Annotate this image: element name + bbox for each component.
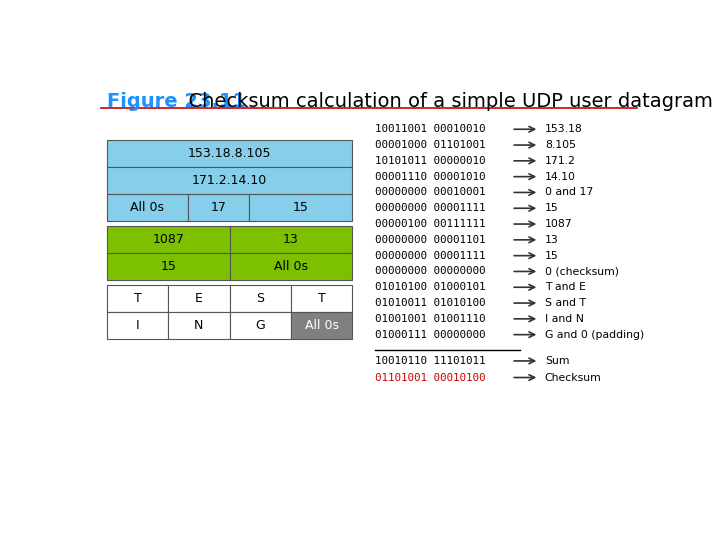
Bar (107, 226, 230, 253)
Text: All 0s: All 0s (274, 260, 308, 273)
Bar (230, 226, 352, 253)
Text: 01010100 01000101: 01010100 01000101 (374, 282, 485, 292)
Text: S: S (256, 292, 264, 305)
Bar (230, 312, 291, 339)
Text: 00000000 00001111: 00000000 00001111 (374, 251, 485, 261)
Text: 00000100 00111111: 00000100 00111111 (374, 219, 485, 229)
Text: 15: 15 (545, 203, 559, 213)
Text: 00001000 01101001: 00001000 01101001 (374, 140, 485, 150)
Text: Checksum calculation of a simple UDP user datagram: Checksum calculation of a simple UDP use… (176, 92, 714, 111)
Text: 00000000 00000000: 00000000 00000000 (374, 266, 485, 276)
Text: All 0s: All 0s (130, 201, 164, 214)
Text: T: T (133, 292, 141, 305)
Text: 171.2.14.10: 171.2.14.10 (192, 174, 267, 187)
Text: G and 0 (padding): G and 0 (padding) (545, 329, 644, 340)
Bar (107, 167, 352, 194)
Bar (168, 285, 230, 312)
Bar (291, 312, 352, 339)
Text: 8.105: 8.105 (545, 140, 576, 150)
Text: 00001110 00001010: 00001110 00001010 (374, 172, 485, 181)
Text: 01101001 00010100: 01101001 00010100 (374, 373, 485, 382)
Text: 00000000 00001111: 00000000 00001111 (374, 203, 485, 213)
Text: 0 (checksum): 0 (checksum) (545, 266, 618, 276)
Bar (249, 194, 352, 221)
Text: 00000000 00001101: 00000000 00001101 (374, 235, 485, 245)
Text: 17: 17 (210, 201, 226, 214)
Text: G: G (256, 319, 265, 332)
Text: E: E (195, 292, 203, 305)
Text: 153.18: 153.18 (545, 124, 582, 134)
Text: 15: 15 (545, 251, 559, 261)
Text: 10101011 00000010: 10101011 00000010 (374, 156, 485, 166)
Text: T and E: T and E (545, 282, 585, 292)
Text: 01001001 01001110: 01001001 01001110 (374, 314, 485, 324)
Bar (291, 285, 352, 312)
Text: 01000111 00000000: 01000111 00000000 (374, 329, 485, 340)
Text: Sum: Sum (545, 356, 570, 366)
Bar (107, 285, 168, 312)
Bar (107, 194, 188, 221)
Text: 15: 15 (160, 260, 176, 273)
Text: Checksum: Checksum (545, 373, 601, 382)
Text: 01010011 01010100: 01010011 01010100 (374, 298, 485, 308)
Text: S and T: S and T (545, 298, 586, 308)
Text: 10010110 11101011: 10010110 11101011 (374, 356, 485, 366)
Text: 00000000 00010001: 00000000 00010001 (374, 187, 485, 198)
Bar (107, 312, 168, 339)
Text: T: T (318, 292, 325, 305)
Text: 14.10: 14.10 (545, 172, 576, 181)
Text: 13: 13 (283, 233, 299, 246)
Text: Figure 23.11: Figure 23.11 (107, 92, 246, 111)
Text: N: N (194, 319, 204, 332)
Text: 1087: 1087 (545, 219, 572, 229)
Text: I: I (135, 319, 139, 332)
Text: All 0s: All 0s (305, 319, 338, 332)
Text: 1087: 1087 (152, 233, 184, 246)
Bar (230, 253, 352, 280)
Bar (107, 253, 230, 280)
Bar (188, 194, 249, 221)
Text: 10011001 00010010: 10011001 00010010 (374, 124, 485, 134)
Text: 13: 13 (545, 235, 559, 245)
Text: 0 and 17: 0 and 17 (545, 187, 593, 198)
Bar (107, 140, 352, 167)
Text: 15: 15 (293, 201, 309, 214)
Text: I and N: I and N (545, 314, 584, 324)
Bar (230, 285, 291, 312)
Bar (168, 312, 230, 339)
Text: 171.2: 171.2 (545, 156, 576, 166)
Text: 153.18.8.105: 153.18.8.105 (188, 147, 271, 160)
